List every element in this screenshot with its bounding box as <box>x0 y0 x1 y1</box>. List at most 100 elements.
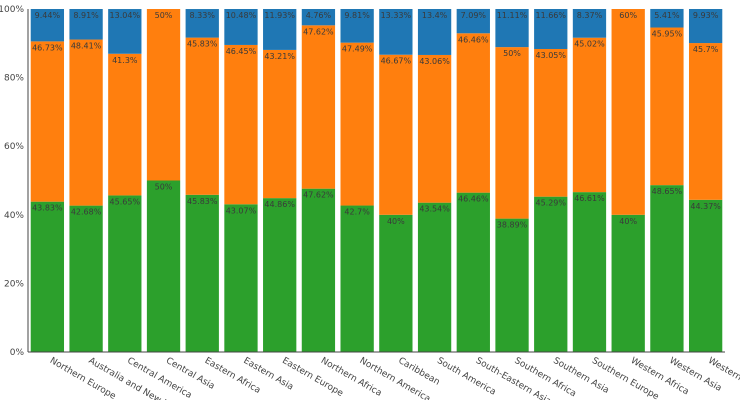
data-label: 45.02% <box>574 40 605 49</box>
data-label: 11.93% <box>264 11 295 20</box>
bar-segment <box>301 188 336 352</box>
category-label: Central America <box>125 356 193 400</box>
y-tick-label: 0% <box>10 348 25 358</box>
data-label: 45.65% <box>110 197 141 206</box>
bar-segment <box>30 41 65 202</box>
y-tick-label: 60% <box>4 142 24 152</box>
data-label: 43.54% <box>419 205 450 214</box>
data-label: 46.46% <box>458 195 489 204</box>
bars-group <box>30 8 723 352</box>
bar-segment <box>611 214 645 352</box>
data-label: 46.61% <box>574 194 605 203</box>
bar-segment <box>263 9 297 50</box>
data-label: 50% <box>155 183 173 192</box>
bar-segment <box>340 9 374 43</box>
bar-segment <box>611 9 645 215</box>
bar-segment <box>301 25 336 189</box>
data-label: 13.4% <box>422 11 448 20</box>
bar-segment <box>263 49 297 199</box>
bar-segment <box>495 218 529 352</box>
data-label: 50% <box>503 49 521 58</box>
data-label: 38.89% <box>497 221 528 230</box>
bar-segment <box>688 9 723 44</box>
bar-segment <box>340 205 374 352</box>
data-label: 47.62% <box>303 191 334 200</box>
data-label: 5.41% <box>654 11 680 20</box>
data-label: 8.37% <box>577 11 603 20</box>
bar-segment <box>456 192 490 352</box>
data-labels-group: 43.83% 46.73% 9.44% 42.68% 48.41% 8.91% 45.65%… <box>32 11 721 230</box>
category-label: Northern Europe <box>48 356 118 400</box>
bar-segment <box>379 54 413 215</box>
data-label: 48.41% <box>71 42 102 51</box>
data-label: 9.81% <box>344 11 370 20</box>
bar-segment <box>185 194 219 352</box>
y-tick-label: 80% <box>4 74 24 84</box>
data-label: 47.49% <box>342 45 373 54</box>
bar-segment <box>224 44 258 205</box>
data-label: 45.7% <box>693 45 719 54</box>
data-label: 45.29% <box>535 199 566 208</box>
bar-segment <box>340 42 374 206</box>
bar-segment <box>534 9 568 49</box>
data-label: 46.46% <box>458 35 489 44</box>
data-label: 11.11% <box>497 11 528 20</box>
bar-segment <box>572 37 607 193</box>
bar-segment <box>146 180 181 352</box>
data-label: 9.44% <box>35 11 61 20</box>
bar-segment <box>185 37 219 195</box>
data-label: 46.67% <box>381 57 412 66</box>
data-label: 43.83% <box>32 204 63 213</box>
bar-segment <box>146 9 181 181</box>
bar-segment <box>185 9 219 38</box>
y-tick-label: 100% <box>0 5 24 15</box>
category-label: Southern Europe <box>590 356 661 400</box>
bar-segment <box>69 205 103 352</box>
bar-segment <box>456 8 490 34</box>
data-label: 13.33% <box>381 11 412 20</box>
bar-segment <box>417 54 452 203</box>
bar-segment <box>534 196 568 352</box>
data-label: 41.3% <box>112 56 138 65</box>
bar-segment <box>224 9 258 45</box>
bar-segment <box>108 53 142 196</box>
bar-segment <box>379 214 413 352</box>
data-label: 40% <box>387 217 405 226</box>
bar-segment <box>688 43 723 200</box>
data-label: 40% <box>619 217 637 226</box>
bar-segment <box>301 9 336 26</box>
bar-segment <box>495 47 529 219</box>
data-label: 42.68% <box>71 208 102 217</box>
data-label: 46.45% <box>226 47 257 56</box>
bar-segment <box>650 8 684 28</box>
data-label: 7.09% <box>461 11 487 20</box>
bar-segment <box>69 39 103 206</box>
y-tick-label: 20% <box>4 279 24 289</box>
bar-segment <box>534 48 568 197</box>
bar-segment <box>572 9 607 38</box>
data-label: 43.05% <box>535 51 566 60</box>
bar-segment <box>263 198 297 352</box>
data-label: 60% <box>619 11 637 20</box>
data-label: 44.37% <box>690 202 721 211</box>
bar-segment <box>108 195 142 352</box>
bar-segment <box>688 199 723 352</box>
data-label: 48.65% <box>652 187 683 196</box>
data-label: 46.73% <box>32 43 63 52</box>
y-tick-label: 40% <box>4 211 24 221</box>
bar-segment <box>69 9 103 40</box>
data-label: 8.33% <box>190 11 216 20</box>
data-label: 43.06% <box>419 57 450 66</box>
data-label: 43.07% <box>226 206 257 215</box>
bar-segment <box>495 9 529 48</box>
bar-segment <box>417 9 452 55</box>
bar-segment <box>572 192 607 352</box>
bar-segment <box>417 202 452 352</box>
data-label: 45.83% <box>187 40 218 49</box>
bar-segment <box>30 9 65 42</box>
data-label: 13.04% <box>110 11 141 20</box>
data-label: 42.7% <box>344 208 370 217</box>
data-label: 50% <box>155 11 173 20</box>
